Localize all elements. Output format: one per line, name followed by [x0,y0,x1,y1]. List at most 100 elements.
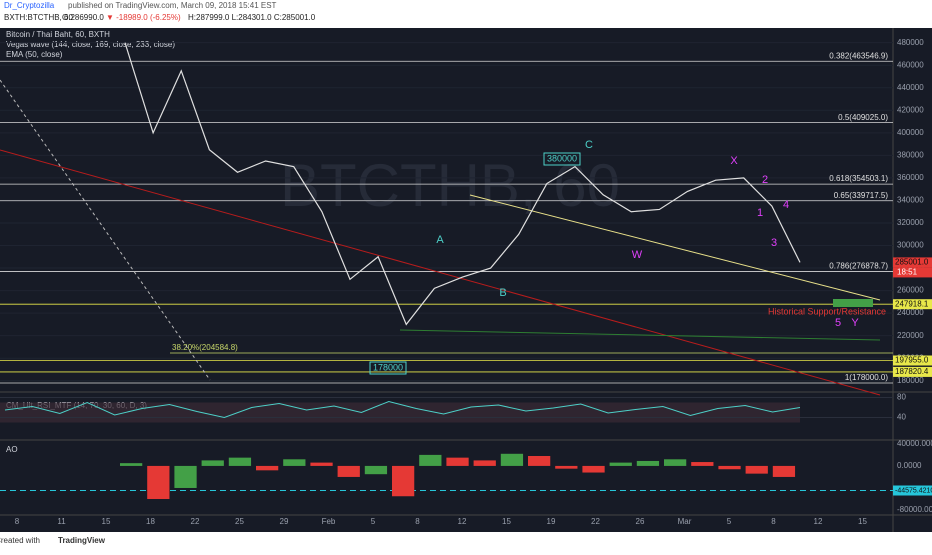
ao-title: AO [6,445,18,454]
x-tick-label: 29 [280,517,289,526]
wave-label: 2 [762,174,768,186]
price-badge-label: 187820.4 [895,367,929,376]
footer-bg [0,532,932,550]
header-bg [0,0,932,28]
x-tick-label: 12 [458,517,467,526]
x-tick-label: 15 [502,517,511,526]
ohlc-rest: H:287999.0 L:284301.0 C:285001.0 [188,13,316,22]
wave-label: 3 [771,237,777,249]
price-line [124,42,801,326]
y-tick-label: 240000 [897,308,924,317]
ao-bar [446,457,469,466]
ao-bar [120,463,143,466]
price-badge-label: 285001.0 [895,258,929,267]
ao-badge-label: -44575.4210 [895,487,932,494]
ao-bar [310,462,333,466]
published: published on TradingView.com, March 09, … [68,1,277,10]
fib-label: 0.65(339717.5) [834,191,889,200]
trend-line [0,149,881,396]
x-tick-label: 5 [371,517,376,526]
price-badge [893,355,932,366]
legend-ema: EMA (50, close) [6,50,63,59]
author[interactable]: Dr_Cryptozilla [4,1,55,10]
ao-bar [419,454,442,466]
fib-label: 0.786(276878.7) [829,262,888,271]
fib-label: 0.618(354503.1) [829,174,888,183]
y-tick-label: 380000 [897,150,924,159]
ao-bar [691,462,714,466]
ao-bar [609,462,632,466]
x-tick-label: 19 [547,517,556,526]
x-tick-label: 22 [591,517,600,526]
ao-bar [664,459,687,466]
wave-label: X [730,155,738,167]
price-badge [893,299,932,310]
ao-bar [636,460,660,466]
ao-bar [228,457,252,466]
ao-bar [283,459,306,466]
fib-label: 0.5(409025.0) [838,113,888,122]
fib-label: 1(178000.0) [845,373,888,382]
wave-label: B [499,287,506,299]
x-tick-label: 11 [57,517,66,526]
ao-badge [893,485,932,496]
legend-vegas: Vegas wave (144, close, 169, close, 233,… [6,40,175,49]
symbol: BXTH:BTCTHB, 60 [4,13,73,22]
ao-bar [392,465,415,497]
x-tick-label: 8 [15,517,20,526]
legend-main: Bitcoin / Thai Baht, 60, BXTH [6,30,110,39]
footer-brand[interactable]: TradingView [58,536,106,545]
y-tick-label: 440000 [897,83,924,92]
rsi-tick-label: 80 [897,393,906,402]
ao-bar [500,453,524,466]
ao-bar [582,465,605,473]
x-tick-label: Mar [678,517,692,526]
ao-bar [772,465,796,477]
x-tick-label: 15 [858,517,867,526]
y-tick-label: 320000 [897,218,924,227]
ao-bar [473,460,496,466]
x-tick-label: 12 [814,517,823,526]
y-tick-label: 340000 [897,196,924,205]
ao-tick-label: 40000.0000 [897,439,932,448]
ohlc-open: O:286990.0 [62,13,104,22]
y-tick-label: 460000 [897,60,924,69]
ao-bar [174,465,197,488]
y-tick-label: 180000 [897,376,924,385]
ao-tick-label: -80000.0000 [897,505,932,514]
wave-label: Y [851,317,859,329]
fib-left-label: 38.20%(204584.8) [172,343,238,352]
price-tag: 380000 [547,153,577,163]
x-tick-label: 15 [102,517,111,526]
x-tick-label: 5 [727,517,732,526]
price-tag: 178000 [373,362,403,372]
y-tick-label: 220000 [897,331,924,340]
support-text: Historical Support/Resistance [768,306,886,316]
change: ▼ -18989.0 (-6.25%) [106,13,181,22]
ao-bar [555,465,578,469]
price-badge [893,366,932,377]
x-tick-label: 8 [771,517,776,526]
ao-bar [745,465,768,474]
x-tick-label: 26 [636,517,645,526]
price-badge-label: 197955.0 [895,356,929,365]
price-tag-box [543,152,581,166]
support-box [833,299,873,307]
wave-label: 1 [757,207,763,219]
countdown: 18:51 [897,268,918,277]
price-badge [893,257,932,268]
x-tick-label: 25 [235,517,244,526]
wave-label: W [632,249,643,261]
rsi-line [4,400,801,419]
y-tick-label: 480000 [897,38,924,47]
ao-bar [201,460,224,466]
x-tick-label: Feb [322,517,336,526]
rsi-tick-label: 40 [897,413,906,422]
wave-label: 4 [783,199,789,211]
trend-line [399,329,881,341]
price-badge-label: 247918.1 [895,299,929,308]
ao-bar [256,465,279,471]
ao-bar [147,465,170,500]
y-tick-label: 300000 [897,241,924,250]
